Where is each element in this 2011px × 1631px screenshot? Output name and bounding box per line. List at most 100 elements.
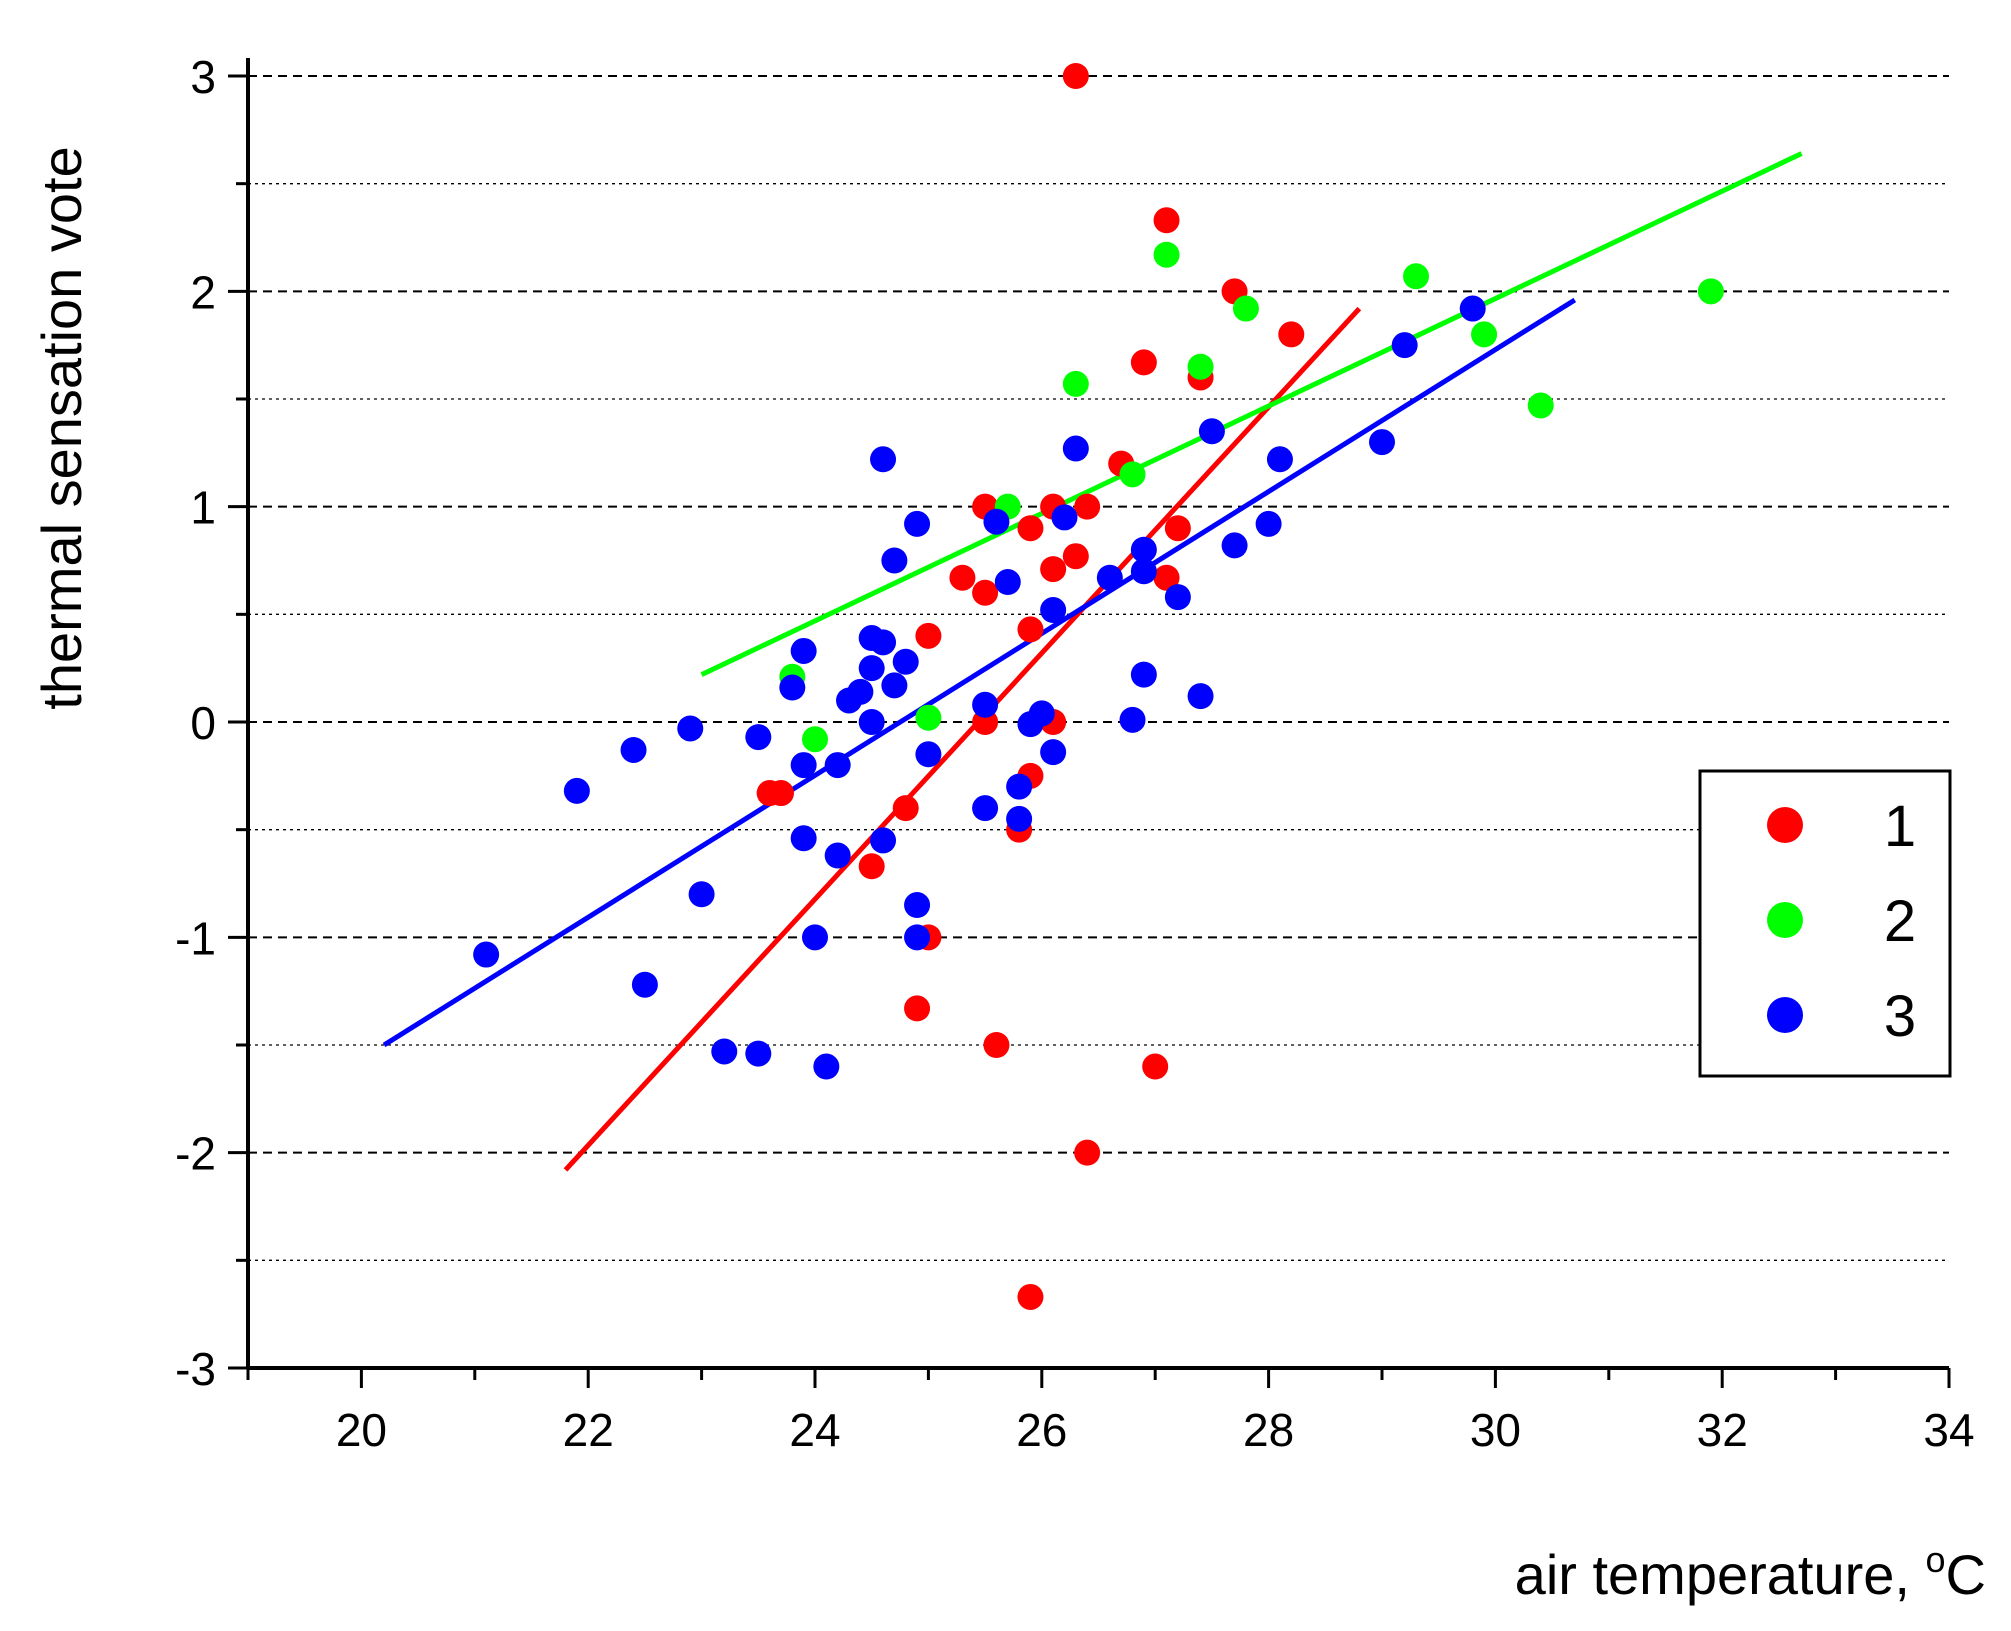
fit-line-series-2 — [700, 151, 1803, 677]
point-series-1 — [983, 1032, 1010, 1058]
point-series-1 — [1278, 321, 1305, 348]
x-tick-label: 20 — [336, 1404, 387, 1456]
x-axis-title: air temperature, oC — [1515, 1539, 1986, 1606]
fit-line-series-3 — [382, 297, 1577, 1048]
fit-lines — [382, 151, 1803, 1172]
y-tick-label: -3 — [175, 1343, 216, 1395]
point-series-1 — [858, 853, 885, 880]
point-series-3 — [972, 795, 999, 822]
x-axis-title-text: air temperature, — [1515, 1543, 1926, 1606]
point-series-1 — [1017, 616, 1044, 643]
x-axis-title-degree: o — [1926, 1539, 1946, 1580]
point-series-3 — [1017, 711, 1044, 738]
point-series-2 — [1062, 370, 1089, 397]
point-series-3 — [677, 715, 704, 742]
point-series-1 — [915, 622, 942, 649]
point-series-3 — [994, 569, 1021, 596]
point-series-1 — [1130, 349, 1157, 376]
point-series-1 — [1017, 1283, 1044, 1310]
point-series-3 — [1221, 532, 1248, 559]
point-series-3 — [813, 1053, 840, 1080]
x-tick-label: 32 — [1697, 1404, 1748, 1456]
x-tick-label: 22 — [563, 1404, 614, 1456]
point-series-3 — [802, 924, 828, 951]
point-series-3 — [1130, 661, 1157, 688]
point-series-3 — [790, 637, 817, 664]
point-series-3 — [1255, 510, 1282, 537]
point-series-1 — [949, 564, 976, 591]
point-series-3 — [1369, 429, 1395, 456]
point-series-2 — [1471, 321, 1498, 348]
point-series-3 — [881, 672, 908, 699]
point-series-3 — [870, 446, 897, 473]
point-series-3 — [1266, 446, 1293, 473]
y-tick-label: 0 — [190, 697, 216, 749]
point-series-3 — [870, 827, 897, 854]
point-series-2 — [1232, 295, 1259, 322]
point-series-3 — [904, 924, 931, 951]
point-series-3 — [824, 752, 851, 779]
grid-lines — [248, 75, 1949, 1369]
point-series-3 — [858, 709, 885, 735]
point-series-1 — [767, 780, 794, 807]
legend-marker-2 — [1767, 902, 1803, 938]
y-tick-label: -2 — [175, 1128, 216, 1180]
point-series-3 — [1187, 683, 1214, 710]
point-series-3 — [620, 736, 647, 763]
point-series-3 — [983, 508, 1010, 535]
point-series-3 — [779, 674, 806, 701]
point-series-3 — [1040, 597, 1067, 624]
point-series-3 — [1198, 418, 1225, 445]
point-series-3 — [790, 825, 817, 852]
point-series-1 — [1153, 564, 1180, 591]
y-axis-title: thermal sensation vote — [30, 146, 93, 709]
point-series-1 — [1062, 543, 1089, 570]
data-points — [473, 63, 1724, 1310]
x-tick-label: 26 — [1016, 1404, 1067, 1456]
x-tick-label: 34 — [1923, 1404, 1974, 1456]
legend-box — [1698, 769, 1952, 1078]
point-series-3 — [824, 842, 851, 869]
legend-label-1: 1 — [1884, 794, 1916, 859]
point-series-2 — [802, 726, 828, 753]
point-series-3 — [1130, 558, 1157, 585]
legend: 1 2 3 — [1698, 769, 1952, 1078]
y-tick-label: 3 — [190, 51, 216, 103]
point-series-2 — [1153, 241, 1180, 268]
point-series-1 — [1164, 515, 1191, 542]
point-series-3 — [1006, 805, 1033, 832]
legend-marker-3 — [1767, 997, 1803, 1033]
point-series-3 — [711, 1038, 738, 1065]
point-series-1 — [1062, 63, 1089, 89]
point-series-3 — [1096, 564, 1123, 591]
point-series-3 — [1062, 435, 1089, 462]
point-series-3 — [631, 971, 658, 998]
point-series-1 — [1017, 515, 1044, 542]
point-series-2 — [1119, 461, 1146, 488]
point-series-3 — [473, 941, 500, 968]
point-series-3 — [972, 691, 999, 718]
x-tick-label: 24 — [789, 1404, 840, 1456]
y-tick-label: -1 — [175, 912, 216, 964]
y-tick-label: 2 — [190, 266, 216, 318]
point-series-3 — [836, 687, 863, 714]
point-series-3 — [904, 510, 931, 537]
x-tick-label: 30 — [1470, 1404, 1521, 1456]
point-series-1 — [1153, 207, 1180, 234]
point-series-3 — [1051, 504, 1078, 531]
point-series-1 — [1040, 556, 1067, 583]
point-series-3 — [892, 648, 919, 675]
point-series-1 — [904, 995, 931, 1022]
point-series-1 — [1074, 493, 1101, 520]
point-series-3 — [563, 777, 590, 804]
point-series-3 — [790, 752, 817, 779]
point-series-3 — [1459, 295, 1486, 322]
point-series-3 — [745, 1040, 772, 1067]
point-series-3 — [1119, 706, 1146, 733]
point-series-3 — [870, 629, 897, 656]
point-series-2 — [1697, 278, 1724, 305]
point-series-3 — [1130, 536, 1157, 563]
x-axis-title-unit: C — [1946, 1543, 1986, 1606]
